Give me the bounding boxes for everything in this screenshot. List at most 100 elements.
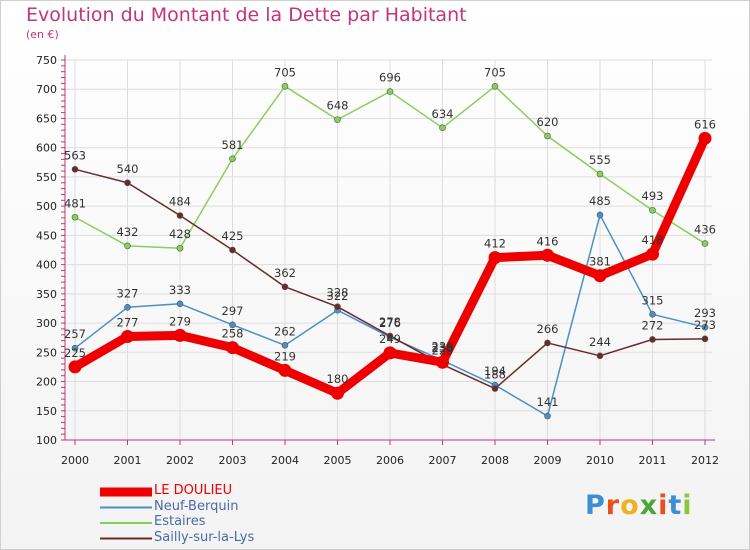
data-label: 412 [484,237,506,251]
x-tick-label: 2001 [114,454,142,467]
proxiti-logo: Proxiti [585,490,693,521]
chart-title: Evolution du Montant de la Dette par Hab… [26,4,467,26]
chart-subtitle: (en €) [26,28,59,41]
data-label: 258 [222,327,244,341]
y-tick-label: 500 [36,200,57,213]
data-label: 333 [169,283,191,297]
data-point [596,170,604,178]
data-label: 236 [432,339,454,353]
data-point [596,352,604,360]
legend-item-3: Sailly-sur-la-Lys [154,529,255,545]
data-label: 229 [432,344,454,358]
data-label: 279 [169,314,191,328]
y-tick-label: 250 [36,346,57,359]
data-label: 249 [379,332,401,346]
data-label: 696 [379,71,401,85]
data-point [596,211,604,219]
data-label: 322 [327,289,349,303]
data-label: 266 [537,322,559,336]
data-point [68,360,82,374]
data-label: 485 [589,194,611,208]
legend-item-0: LE DOULIEU [154,483,233,498]
x-tick-label: 2000 [61,454,89,467]
data-point [701,335,709,343]
data-point [593,269,607,283]
y-tick-label: 600 [36,142,57,155]
x-tick-label: 2010 [586,454,614,467]
data-point [278,363,292,377]
data-point [71,344,79,352]
data-label: 257 [64,327,86,341]
data-label: 233 [432,341,454,355]
x-tick-label: 2002 [166,454,194,467]
data-label: 705 [274,65,296,79]
data-label: 418 [642,233,664,247]
data-point [173,328,187,342]
data-label: 194 [484,364,506,378]
data-label: 276 [379,316,401,330]
data-label: 425 [222,229,244,243]
data-label: 381 [589,255,611,269]
x-tick-label: 2006 [376,454,404,467]
data-point [544,412,551,420]
data-point [701,240,709,247]
data-point [439,124,446,132]
data-label: 705 [484,65,506,79]
y-tick-label: 450 [36,229,57,242]
data-point [646,247,659,261]
data-label: 648 [327,99,349,113]
data-point [176,300,184,308]
data-point [649,206,656,214]
data-point [649,336,656,343]
data-point [281,83,289,90]
y-tick-label: 650 [36,112,57,125]
data-label: 272 [642,318,664,332]
data-label: 616 [694,117,716,131]
data-label: 141 [537,395,559,409]
y-tick-label: 200 [36,376,57,389]
data-label: 297 [222,304,244,318]
data-label: 262 [274,324,296,338]
y-tick-label: 550 [36,171,57,184]
data-point [176,244,184,252]
x-tick-label: 2009 [534,454,562,467]
data-label: 620 [537,115,559,129]
data-point [229,246,236,254]
data-label: 481 [64,196,86,210]
data-point [281,283,289,291]
logo-letter: t [668,490,683,521]
data-label: 244 [589,335,611,349]
data-label: 540 [117,162,139,176]
y-tick-label: 400 [36,259,57,272]
data-point [281,341,289,349]
data-point [71,166,79,173]
data-point [229,321,236,329]
x-tick-label: 2004 [271,454,299,467]
data-point [124,242,131,250]
data-label: 581 [222,138,244,152]
data-label: 362 [274,266,296,280]
x-tick-label: 2005 [324,454,352,467]
data-point [386,332,394,340]
data-point [649,311,656,318]
data-point [121,330,134,344]
data-point [331,386,344,400]
logo-letter: i [682,490,693,521]
data-label: 428 [169,227,191,241]
data-label: 484 [169,195,191,209]
data-label: 180 [327,372,349,386]
x-tick-label: 2003 [219,454,247,467]
x-tick-label: 2012 [691,454,719,467]
logo-letter: P [585,490,606,521]
data-point [491,83,499,90]
data-label: 555 [589,153,611,167]
data-label: 634 [432,107,454,121]
data-point [229,155,236,163]
data-point [386,88,394,95]
y-tick-label: 150 [36,405,57,418]
data-label: 219 [274,349,296,363]
data-point [334,116,341,123]
data-point [544,132,551,140]
x-tick-label: 2008 [481,454,509,467]
data-point [698,131,712,145]
